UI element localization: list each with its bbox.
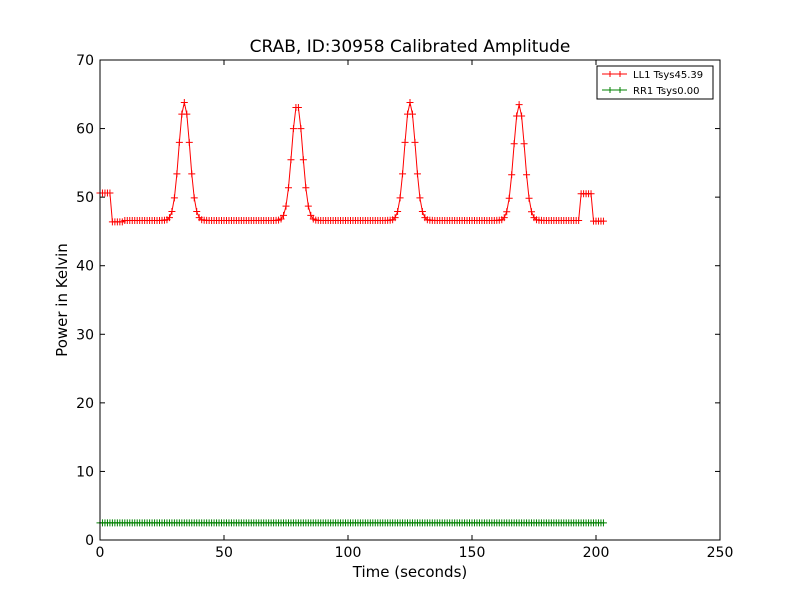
data-point (170, 194, 178, 202)
y-tick-label: 30 (76, 327, 94, 343)
series-ll1 (96, 99, 607, 226)
y-tick-label: 40 (76, 259, 94, 275)
data-point (190, 194, 198, 202)
data-point (302, 184, 310, 192)
data-point (277, 215, 285, 223)
data-point (406, 99, 414, 107)
data-point (401, 138, 409, 146)
data-point (287, 156, 295, 164)
data-point (413, 170, 421, 178)
data-point (525, 194, 533, 202)
data-point (528, 208, 536, 216)
data-point (304, 202, 312, 210)
data-point (518, 112, 526, 120)
x-tick-label: 200 (583, 545, 610, 561)
x-tick-label: 50 (215, 545, 233, 561)
y-tick-label: 10 (76, 464, 94, 480)
data-point (307, 211, 315, 219)
data-point (299, 156, 307, 164)
data-point (280, 211, 288, 219)
data-point (284, 184, 292, 192)
y-tick-label: 70 (76, 53, 94, 69)
data-point (505, 194, 513, 202)
data-point (282, 202, 290, 210)
data-point (508, 171, 516, 179)
data-point (180, 99, 188, 107)
x-tick-label: 150 (459, 545, 486, 561)
y-axis-label: Power in Kelvin (53, 243, 71, 357)
series-layer (96, 99, 607, 527)
x-tick-label: 0 (96, 545, 105, 561)
data-point (599, 217, 607, 225)
data-point (185, 138, 193, 146)
legend-label-rr1: RR1 Tsys0.00 (633, 86, 700, 97)
data-point (297, 125, 305, 133)
x-axis-label: Time (seconds) (352, 563, 468, 581)
data-point (391, 214, 399, 222)
data-point (399, 170, 407, 178)
legend-label-ll1: LL1 Tsys45.39 (633, 70, 703, 81)
data-point (165, 214, 173, 222)
chart-title: CRAB, ID:30958 Calibrated Amplitude (250, 37, 571, 57)
y-tick-label: 0 (85, 533, 94, 549)
data-point (188, 170, 196, 178)
y-tick-label: 60 (76, 122, 94, 138)
x-tick-label: 100 (335, 545, 362, 561)
plot-area: 0 50 100 150 200 250 0 10 20 30 40 50 60 70 (76, 53, 733, 561)
data-point (523, 171, 531, 179)
data-point (510, 140, 518, 148)
data-point (575, 216, 583, 224)
x-ticks: 0 50 100 150 200 250 (96, 60, 734, 561)
data-point (418, 208, 426, 216)
legend-frame (596, 65, 714, 100)
data-point (408, 110, 416, 118)
legend-marker-ll1 (607, 71, 623, 77)
data-point (416, 194, 424, 202)
y-ticks: 0 10 20 30 40 50 60 70 (76, 53, 720, 549)
data-point (394, 208, 402, 216)
data-point (289, 125, 297, 133)
data-point (175, 138, 183, 146)
y-tick-label: 50 (76, 190, 94, 206)
legend-marker-rr1 (607, 87, 623, 93)
series-rr1 (96, 519, 607, 527)
data-point (106, 189, 114, 197)
data-point (503, 208, 511, 216)
data-point (168, 208, 176, 216)
data-point (173, 170, 181, 178)
data-point (183, 110, 191, 118)
axes-background (100, 60, 720, 540)
y-tick-label: 20 (76, 396, 94, 412)
data-point (411, 138, 419, 146)
data-point (520, 140, 528, 148)
x-tick-label: 250 (707, 545, 734, 561)
data-point (599, 519, 607, 527)
data-point (294, 104, 302, 112)
data-point (396, 194, 404, 202)
data-point (515, 101, 523, 109)
data-point (587, 190, 595, 198)
legend: LL1 Tsys45.39 RR1 Tsys0.00 (596, 65, 714, 100)
data-point (500, 214, 508, 222)
data-point (193, 208, 201, 216)
axes-frame (99, 59, 721, 541)
